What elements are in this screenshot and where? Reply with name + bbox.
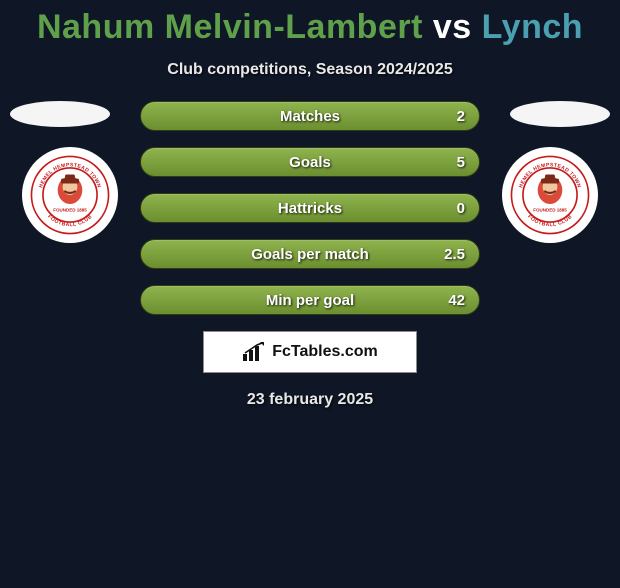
stat-row: Min per goal42 [140,285,480,315]
brand-text: FcTables.com [272,343,378,361]
title-player1: Nahum Melvin-Lambert [37,8,423,46]
brand-bars-icon [242,342,266,362]
oval-shadow-left [10,101,110,127]
stat-row: Hattricks0 [140,193,480,223]
brand-box: FcTables.com [203,331,417,373]
stat-value: 42 [448,286,465,314]
stat-value: 2.5 [444,240,465,268]
stat-value: 5 [457,148,465,176]
stat-value: 2 [457,102,465,130]
stat-label: Matches [141,102,479,130]
crest-left-founded: FOUNDED 1885 [53,207,87,212]
club-crest-right: HEMEL HEMPSTEAD TOWN FOOTBALL CLUB FOUND… [502,147,598,243]
crest-right-svg: HEMEL HEMPSTEAD TOWN FOOTBALL CLUB FOUND… [509,154,591,236]
stat-label: Hattricks [141,194,479,222]
footer-date: 23 february 2025 [0,391,620,409]
stat-label: Goals per match [141,240,479,268]
crest-left-svg: HEMEL HEMPSTEAD TOWN FOOTBALL CLUB FOUND… [29,154,111,236]
club-crest-left: HEMEL HEMPSTEAD TOWN FOOTBALL CLUB FOUND… [22,147,118,243]
page-title: Nahum Melvin-Lambert vs Lynch [0,8,620,47]
stat-row: Matches2 [140,101,480,131]
title-vs: vs [433,8,472,46]
stat-row: Goals per match2.5 [140,239,480,269]
comparison-stage: HEMEL HEMPSTEAD TOWN FOOTBALL CLUB FOUND… [0,101,620,315]
stat-row: Goals5 [140,147,480,177]
stat-label: Min per goal [141,286,479,314]
stat-value: 0 [457,194,465,222]
subtitle: Club competitions, Season 2024/2025 [0,61,620,79]
crest-right-founded: FOUNDED 1885 [533,207,567,212]
oval-shadow-right [510,101,610,127]
stat-label: Goals [141,148,479,176]
title-player2: Lynch [482,8,583,46]
stat-rows: Matches2Goals5Hattricks0Goals per match2… [140,101,480,315]
